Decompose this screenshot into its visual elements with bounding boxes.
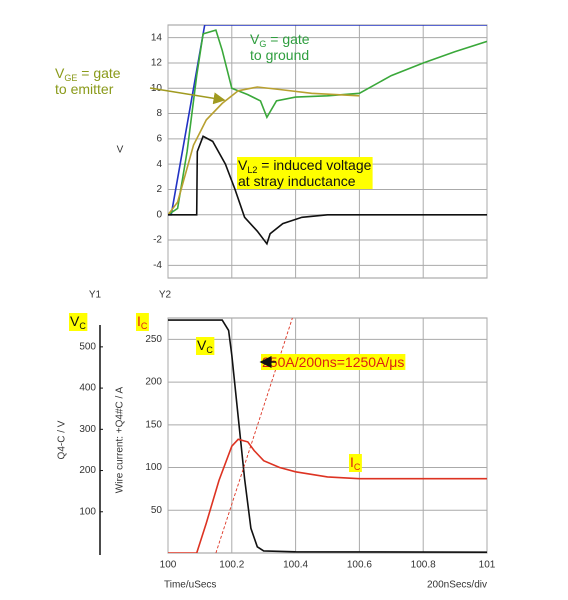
annotation-sub: G <box>259 39 266 49</box>
annotation-sub: C <box>206 345 213 355</box>
annotation: VC <box>197 337 213 355</box>
annotation-bg <box>196 337 215 355</box>
annotation-sub: L2 <box>247 165 257 175</box>
annotation-bg <box>261 354 406 370</box>
y-tick-label: -4 <box>153 260 162 271</box>
x-tick-label: 101 <box>479 560 496 571</box>
annotation-text: to emitter <box>55 81 114 97</box>
y-tick-label: 8 <box>156 108 162 119</box>
y1-header: Y1 <box>89 290 102 301</box>
annotation-bg <box>237 157 373 189</box>
annotation-text: = gate <box>266 31 309 47</box>
y-tick-label: 100 <box>145 462 162 473</box>
annotation: VG = gate to ground <box>250 31 310 63</box>
annotation-symbol: V <box>197 337 207 353</box>
y-tick-label: 6 <box>156 133 162 144</box>
y-tick-label: -2 <box>153 235 162 246</box>
x-axis-note: 200nSecs/div <box>427 580 487 591</box>
annotation-symbol: 250A/200ns=1250A/μs <box>262 354 404 370</box>
annotation-text: at stray inductance <box>238 173 356 189</box>
annotation-bg <box>136 313 149 331</box>
annotation: IC <box>137 313 148 331</box>
y-tick-label: 14 <box>151 32 163 43</box>
y-tick-label: 200 <box>145 377 162 388</box>
annotation-text: to ground <box>250 47 309 63</box>
x-tick-label: 100.4 <box>283 560 308 571</box>
y-tick-label: 4 <box>156 159 162 170</box>
annotation-text: = gate <box>77 65 120 81</box>
y1-axis-title: Q4-C / V <box>57 420 68 459</box>
annotation-sub: C <box>79 321 86 331</box>
series-line <box>168 438 487 553</box>
y1-tick-label: 200 <box>79 465 96 476</box>
annotation-symbol: V <box>238 157 248 173</box>
series-line <box>168 135 487 246</box>
annotation: VGE = gate to emitter <box>55 65 121 97</box>
annotation-symbol: V <box>250 31 260 47</box>
y-tick-label: 0 <box>156 209 162 220</box>
x-axis-title: Time/uSecs <box>164 580 216 591</box>
y-tick-label: 50 <box>151 505 163 516</box>
annotation-text: = induced voltage <box>257 157 371 173</box>
x-tick-label: 100 <box>160 560 177 571</box>
annotation-bg <box>69 313 88 331</box>
arrow <box>149 87 226 105</box>
y2-header: Y2 <box>159 290 172 301</box>
annotation-sub: C <box>354 462 361 472</box>
x-tick-label: 100.6 <box>347 560 372 571</box>
y1-tick-label: 400 <box>79 383 96 394</box>
annotation-bg <box>349 454 362 472</box>
y1-tick-label: 300 <box>79 424 96 435</box>
annotation: VC <box>70 313 86 331</box>
annotation-sub: C <box>141 321 148 331</box>
annotation: VL2 = induced voltage at stray inductance <box>238 157 372 189</box>
annotation-symbol: V <box>55 65 65 81</box>
y-tick-label: 150 <box>145 419 162 430</box>
annotation-symbol: I <box>350 454 354 470</box>
y2-axis-title: Wire current: +Q4#C / A <box>115 386 126 493</box>
y1-tick-label: 500 <box>79 342 96 353</box>
annotation-symbol: V <box>70 313 80 329</box>
annotation: IC <box>350 454 361 472</box>
annotation-symbol: I <box>137 313 141 329</box>
y-tick-label: 2 <box>156 184 162 195</box>
y-tick-label: 250 <box>145 334 162 345</box>
series-line <box>168 319 487 553</box>
y1-tick-label: 100 <box>79 506 96 517</box>
x-tick-label: 100.8 <box>411 560 436 571</box>
x-tick-label: 100.2 <box>219 560 244 571</box>
series-line <box>168 29 487 216</box>
annotation-sub: GE <box>64 73 77 83</box>
y-tick-label: 12 <box>151 58 163 69</box>
annotation: 250A/200ns=1250A/μs <box>262 354 404 370</box>
series-line <box>168 86 360 216</box>
y-axis-title: V <box>117 145 124 156</box>
